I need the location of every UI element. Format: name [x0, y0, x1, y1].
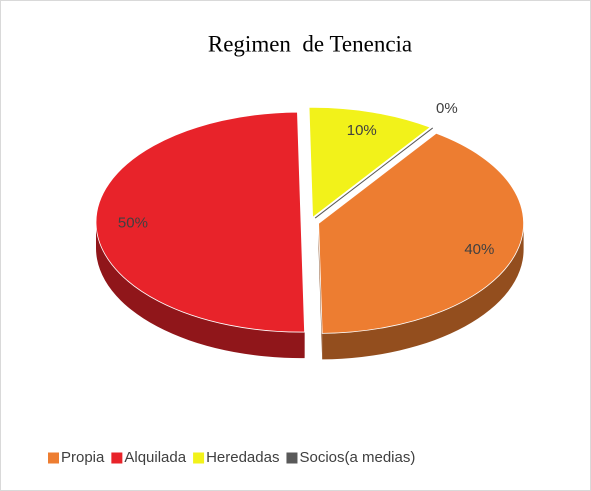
slice	[308, 106, 432, 219]
data-label: 10%	[347, 122, 377, 139]
legend-label: Heredadas	[206, 449, 279, 466]
data-label: 50%	[118, 215, 148, 232]
chart-title: Regimen de Tenencia	[208, 31, 412, 56]
data-label: 0%	[436, 100, 458, 117]
slice	[95, 111, 305, 333]
legend-swatch	[286, 452, 298, 464]
slice-side	[322, 223, 524, 360]
data-label: 40%	[464, 241, 494, 258]
legend-label: Propia	[61, 449, 105, 466]
legend-swatch	[48, 452, 59, 464]
legend-swatch	[111, 452, 123, 464]
legend-label: Alquilada	[124, 449, 186, 466]
legend-swatch	[193, 452, 205, 464]
slice	[318, 132, 524, 334]
slice-side	[96, 222, 305, 359]
slice	[314, 127, 434, 219]
legend-label: Socios(a medias)	[299, 449, 415, 466]
